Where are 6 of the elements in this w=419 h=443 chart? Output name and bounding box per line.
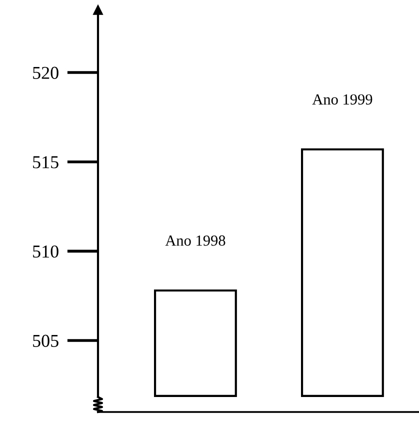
- y-tick-label: 505: [33, 334, 58, 347]
- y-tick-label: 515: [33, 156, 58, 168]
- y-tick-label: 520: [33, 66, 58, 79]
- x-tick-label: Ano 1999: [312, 94, 372, 105]
- x-tick-label: Ano 1998: [165, 235, 226, 246]
- y-tick-label: 510: [33, 245, 58, 258]
